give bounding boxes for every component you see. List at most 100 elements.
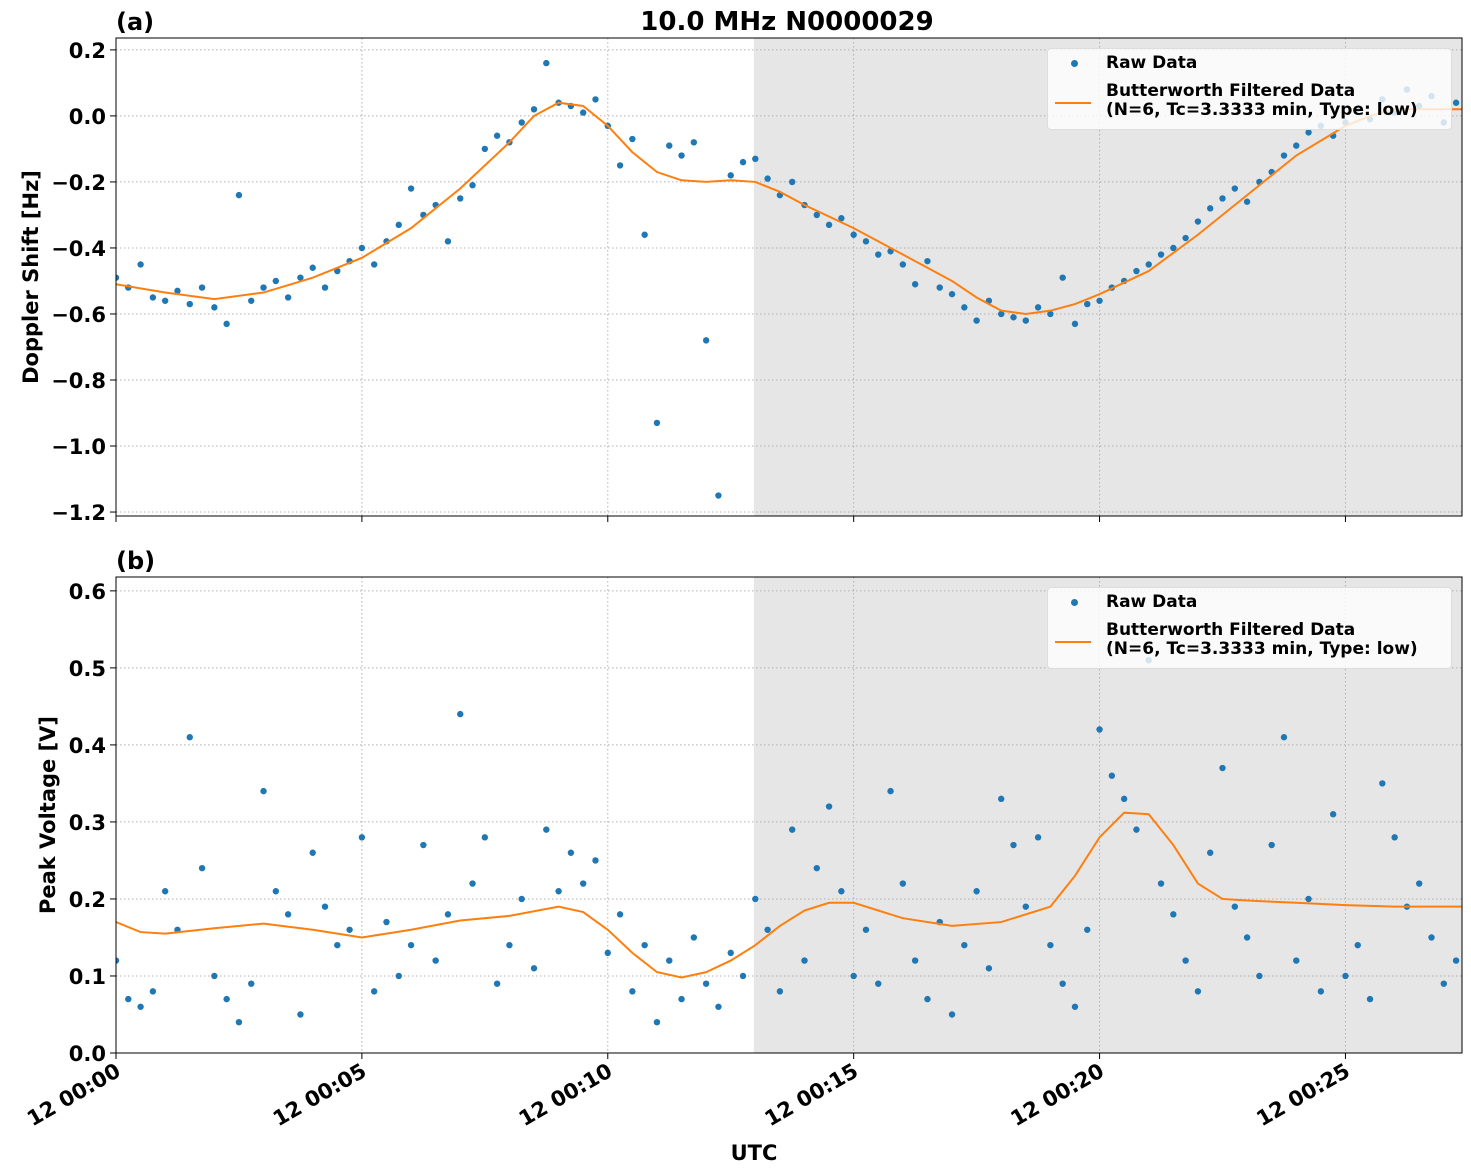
raw-point <box>383 918 390 926</box>
raw-point <box>666 142 673 149</box>
raw-point <box>875 980 882 987</box>
raw-point <box>973 317 980 324</box>
raw-point <box>198 864 206 872</box>
raw-point <box>727 949 734 957</box>
y-tick-label: −0.4 <box>51 237 106 261</box>
legend: Raw Data Butterworth Filtered Data (N=6, … <box>1047 48 1452 130</box>
raw-point <box>1194 988 1202 995</box>
raw-point <box>1096 726 1103 733</box>
raw-point <box>481 145 489 153</box>
raw-point <box>592 857 599 864</box>
raw-point <box>1157 880 1165 887</box>
raw-point <box>309 264 316 271</box>
raw-point <box>1108 772 1116 779</box>
raw-point <box>850 972 857 980</box>
raw-point <box>887 787 894 795</box>
raw-point <box>1342 972 1349 980</box>
raw-point <box>1317 988 1325 995</box>
raw-point <box>616 911 624 918</box>
raw-point <box>948 1011 956 1018</box>
raw-point <box>125 995 132 1003</box>
raw-point <box>1243 934 1251 941</box>
raw-point <box>998 310 1005 318</box>
y-axis-label: Peak Voltage [V] <box>36 716 60 914</box>
panel-label: (b) <box>116 547 155 575</box>
raw-point <box>1305 129 1312 136</box>
raw-point <box>1022 903 1029 910</box>
raw-point <box>1280 152 1288 159</box>
x-tick-label: 12 00:25 <box>1252 1059 1354 1131</box>
raw-point <box>161 297 169 304</box>
raw-point <box>444 911 452 918</box>
raw-point <box>444 238 452 245</box>
axes-frame <box>115 576 1463 1054</box>
raw-point <box>911 957 919 964</box>
raw-point <box>653 1018 661 1026</box>
raw-point <box>838 215 845 222</box>
raw-point <box>1366 995 1374 1003</box>
raw-point <box>395 221 402 229</box>
raw-point <box>395 972 402 980</box>
raw-point <box>801 957 808 964</box>
raw-point <box>592 96 599 103</box>
raw-point <box>1120 795 1128 803</box>
raw-point <box>346 926 353 933</box>
raw-point <box>948 290 956 298</box>
raw-point <box>1133 826 1140 833</box>
raw-point <box>186 734 193 741</box>
raw-point <box>911 281 919 288</box>
raw-point <box>604 949 611 957</box>
legend-label: Butterworth Filtered Data (N=6, Tc=3.333… <box>1106 81 1418 120</box>
y-tick-label: −1.2 <box>51 501 106 525</box>
raw-point <box>116 274 120 281</box>
raw-point <box>223 320 230 328</box>
raw-point <box>776 988 784 995</box>
raw-point <box>629 988 636 995</box>
raw-point <box>1207 849 1214 856</box>
raw-point <box>1293 957 1300 964</box>
raw-point <box>653 419 661 427</box>
raw-point <box>1440 980 1448 987</box>
raw-point <box>690 934 698 941</box>
raw-point <box>1256 972 1263 980</box>
raw-point <box>248 980 255 987</box>
raw-point <box>321 284 329 291</box>
raw-point <box>248 297 255 304</box>
raw-point <box>1182 957 1189 964</box>
raw-point <box>764 175 771 182</box>
y-tick-label: 0.0 <box>69 105 106 129</box>
raw-point <box>702 337 710 344</box>
raw-point <box>985 965 993 972</box>
axes-frame <box>115 37 1463 517</box>
legend-marker <box>1071 599 1078 606</box>
x-tick-label: 12 00:05 <box>269 1059 371 1131</box>
raw-point <box>518 895 525 903</box>
raw-point <box>223 995 230 1003</box>
raw-point <box>469 880 476 887</box>
raw-point <box>518 119 525 126</box>
raw-point <box>1022 317 1029 324</box>
legend-label: Raw Data <box>1106 53 1198 73</box>
y-tick-label: 0.5 <box>69 657 106 681</box>
raw-point <box>149 294 157 301</box>
raw-point <box>1071 1003 1079 1010</box>
raw-point <box>764 926 771 933</box>
raw-point <box>690 139 698 146</box>
raw-point <box>407 185 415 192</box>
raw-point <box>727 172 734 179</box>
raw-point <box>481 834 489 841</box>
legend-marker <box>1071 60 1078 67</box>
raw-point <box>358 834 366 841</box>
x-tick-label: 12 00:15 <box>761 1059 863 1131</box>
raw-point <box>936 284 943 291</box>
raw-point <box>629 135 636 143</box>
raw-point <box>1452 957 1460 964</box>
raw-point <box>579 880 587 887</box>
raw-point <box>174 287 181 295</box>
raw-point <box>838 888 845 895</box>
raw-point <box>899 880 907 887</box>
y-tick-label: 0.1 <box>69 965 106 989</box>
raw-point <box>530 965 538 972</box>
raw-point <box>641 941 648 949</box>
raw-point <box>137 261 144 268</box>
